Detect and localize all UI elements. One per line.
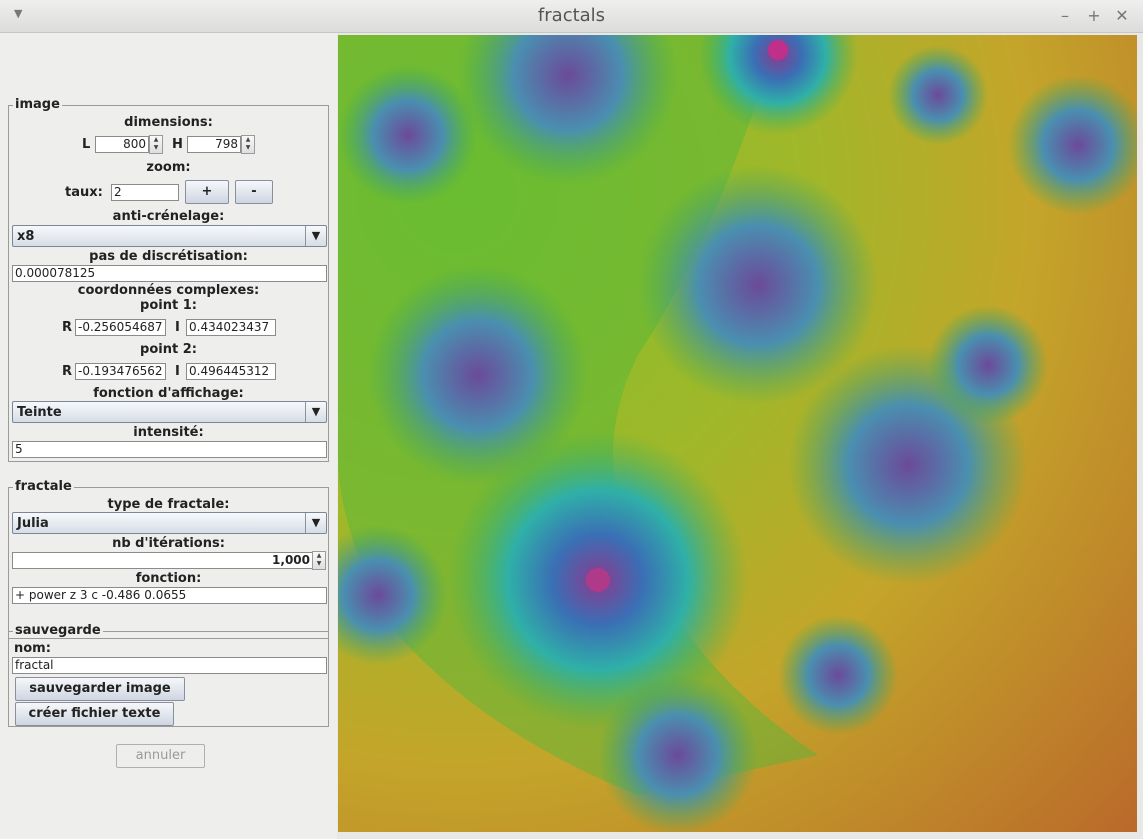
point2-i-label: I bbox=[175, 364, 180, 379]
fractal-type-value: Julia bbox=[17, 516, 49, 531]
antialias-value: x8 bbox=[17, 229, 35, 244]
dimensions-label: dimensions: bbox=[124, 115, 213, 130]
rate-label: taux: bbox=[65, 185, 103, 200]
fractal-legend: fractale bbox=[13, 479, 74, 494]
close-icon[interactable]: ✕ bbox=[1115, 6, 1129, 25]
fractal-canvas[interactable] bbox=[338, 35, 1137, 832]
fractal-type-select[interactable]: Julia ▼ bbox=[12, 512, 327, 534]
spin-up-icon[interactable]: ▲ bbox=[153, 136, 159, 143]
spin-up-icon[interactable]: ▲ bbox=[245, 136, 251, 143]
intensity-label: intensité: bbox=[133, 425, 204, 440]
title-bar: ▼ fractals – + ✕ bbox=[0, 0, 1143, 33]
name-label: nom: bbox=[14, 641, 51, 656]
cancel-button[interactable]: annuler bbox=[116, 744, 205, 768]
zoom-out-button[interactable]: - bbox=[235, 180, 273, 204]
spin-up-icon[interactable]: ▲ bbox=[316, 552, 322, 559]
point2-r-label: R bbox=[62, 364, 73, 379]
iterations-input[interactable]: 1,000 bbox=[12, 552, 313, 569]
window-title: fractals bbox=[537, 5, 606, 26]
minimize-icon[interactable]: – bbox=[1061, 6, 1069, 25]
width-input[interactable]: 800 bbox=[95, 136, 149, 153]
iterations-label: nb d'itérations: bbox=[112, 536, 225, 551]
zoom-rate-input[interactable]: 2 bbox=[111, 184, 179, 201]
height-label: H bbox=[172, 137, 183, 152]
width-spinner[interactable]: ▲ ▼ bbox=[149, 135, 163, 154]
zoom-label: zoom: bbox=[146, 160, 191, 175]
fractal-group: fractale type de fractale: Julia ▼ nb d'… bbox=[8, 479, 329, 639]
spin-down-icon[interactable]: ▼ bbox=[245, 144, 251, 151]
point1-r-label: R bbox=[62, 320, 73, 335]
chevron-down-icon[interactable]: ▼ bbox=[305, 402, 326, 422]
function-label: fonction: bbox=[135, 571, 202, 586]
point1-label: point 1: bbox=[140, 298, 197, 313]
chevron-down-icon[interactable]: ▼ bbox=[305, 513, 326, 533]
window-menu-icon[interactable]: ▼ bbox=[14, 7, 23, 20]
image-legend: image bbox=[13, 97, 62, 112]
step-label: pas de discrétisation: bbox=[89, 249, 248, 264]
coords-label: coordonnées complexes: bbox=[77, 283, 260, 298]
display-fn-value: Teinte bbox=[17, 405, 62, 420]
antialias-select[interactable]: x8 ▼ bbox=[12, 225, 327, 247]
spin-down-icon[interactable]: ▼ bbox=[153, 144, 159, 151]
point1-i-input[interactable]: 0.434023437 bbox=[186, 319, 276, 336]
display-fn-select[interactable]: Teinte ▼ bbox=[12, 401, 327, 423]
fractal-type-label: type de fractale: bbox=[107, 497, 230, 512]
create-text-file-button[interactable]: créer fichier texte bbox=[15, 702, 174, 726]
maximize-icon[interactable]: + bbox=[1087, 6, 1101, 25]
point1-i-label: I bbox=[175, 320, 180, 335]
display-fn-label: fonction d'affichage: bbox=[93, 386, 244, 401]
control-panel: image dimensions: L 800 ▲ ▼ H 798 ▲ ▼ zoom… bbox=[0, 33, 337, 839]
spin-down-icon[interactable]: ▼ bbox=[316, 560, 322, 567]
intensity-input[interactable]: 5 bbox=[12, 441, 327, 458]
height-spinner[interactable]: ▲ ▼ bbox=[241, 135, 255, 154]
name-input[interactable]: fractal bbox=[12, 657, 327, 674]
point2-r-input[interactable]: -0.193476562 bbox=[75, 363, 166, 380]
antialias-label: anti-crénelage: bbox=[112, 209, 225, 224]
fractal-image bbox=[338, 35, 1137, 832]
point2-i-input[interactable]: 0.496445312 bbox=[186, 363, 276, 380]
zoom-in-button[interactable]: + bbox=[185, 180, 229, 204]
save-image-button[interactable]: sauvegarder image bbox=[15, 677, 185, 701]
iterations-spinner[interactable]: ▲ ▼ bbox=[312, 551, 326, 570]
width-label: L bbox=[82, 137, 91, 152]
height-input[interactable]: 798 bbox=[187, 136, 241, 153]
save-group: sauvegarde nom: fractal sauvegarder imag… bbox=[8, 623, 329, 727]
function-input[interactable]: + power z 3 c -0.486 0.0655 bbox=[12, 587, 327, 604]
save-legend: sauvegarde bbox=[13, 623, 103, 638]
point2-label: point 2: bbox=[140, 342, 197, 357]
step-input[interactable]: 0.000078125 bbox=[12, 265, 327, 282]
point1-r-input[interactable]: -0.256054687 bbox=[75, 319, 166, 336]
chevron-down-icon[interactable]: ▼ bbox=[305, 226, 326, 246]
image-group: image dimensions: L 800 ▲ ▼ H 798 ▲ ▼ zoom… bbox=[8, 97, 329, 462]
